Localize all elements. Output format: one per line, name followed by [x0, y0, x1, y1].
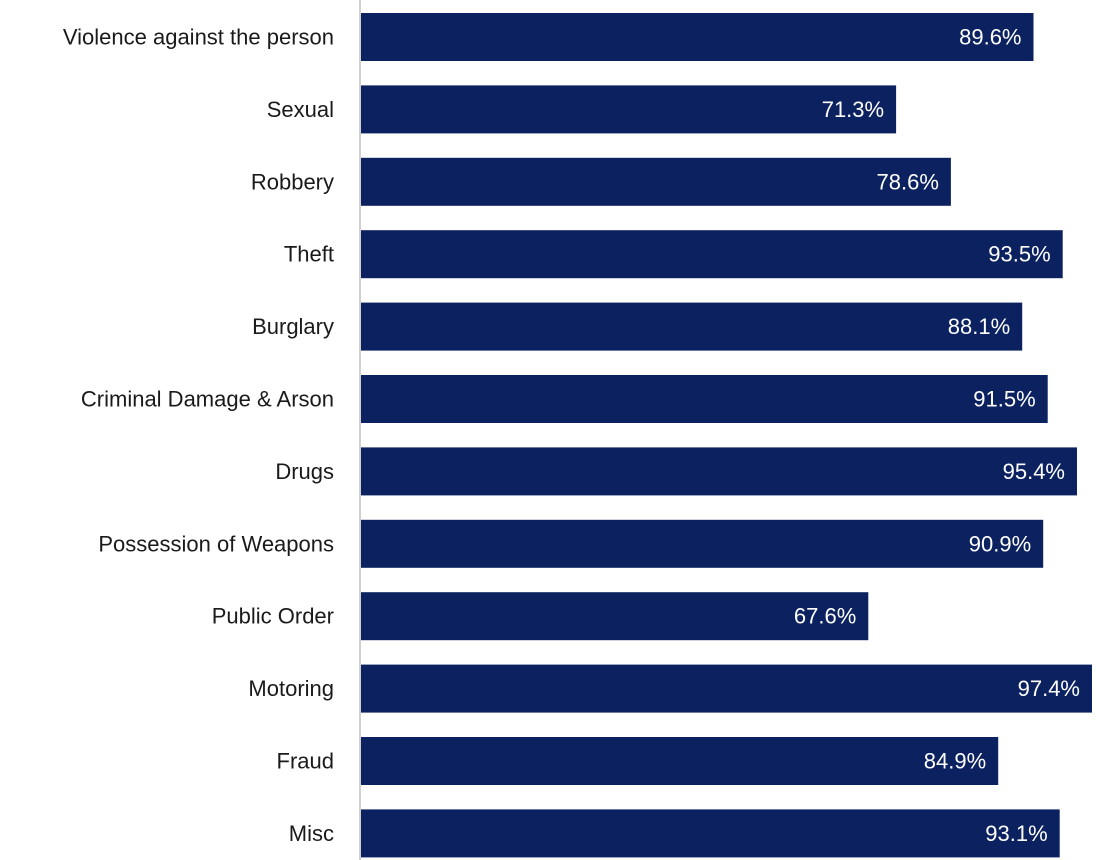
- category-label: Public Order: [212, 604, 334, 629]
- category-label: Possession of Weapons: [98, 531, 334, 556]
- bar: [361, 519, 1044, 568]
- value-label: 93.1%: [985, 821, 1047, 846]
- category-label: Robbery: [251, 169, 334, 194]
- value-label: 91.5%: [973, 387, 1035, 412]
- value-label: 93.5%: [988, 242, 1050, 267]
- value-label: 95.4%: [1003, 459, 1065, 484]
- value-label: 88.1%: [948, 314, 1010, 339]
- bar: [361, 592, 869, 641]
- value-label: 67.6%: [794, 604, 856, 629]
- category-label: Burglary: [252, 314, 334, 339]
- value-label: 84.9%: [924, 749, 986, 774]
- category-label: Drugs: [275, 459, 334, 484]
- bar: [361, 447, 1077, 496]
- bars-group: Violence against the person 89.6% Sexual 71…: [63, 13, 1092, 858]
- bar: [361, 157, 951, 206]
- bar: [361, 85, 897, 134]
- value-label: 97.4%: [1018, 676, 1080, 701]
- bar: [361, 302, 1023, 351]
- bar: [361, 13, 1034, 61]
- bar: [361, 809, 1060, 858]
- bar: [361, 737, 999, 785]
- value-label: 71.3%: [822, 97, 884, 122]
- category-label: Sexual: [267, 97, 334, 122]
- bar: [361, 664, 1092, 713]
- category-label: Theft: [284, 242, 334, 267]
- category-label: Misc: [289, 821, 334, 846]
- bar: [361, 230, 1063, 279]
- value-label: 89.6%: [959, 25, 1021, 50]
- category-label: Violence against the person: [63, 25, 334, 50]
- category-label: Fraud: [277, 749, 334, 774]
- value-label: 78.6%: [877, 169, 939, 194]
- bar: [361, 375, 1048, 423]
- category-label: Motoring: [248, 676, 334, 701]
- category-label: Criminal Damage & Arson: [81, 387, 334, 412]
- value-label: 90.9%: [969, 531, 1031, 556]
